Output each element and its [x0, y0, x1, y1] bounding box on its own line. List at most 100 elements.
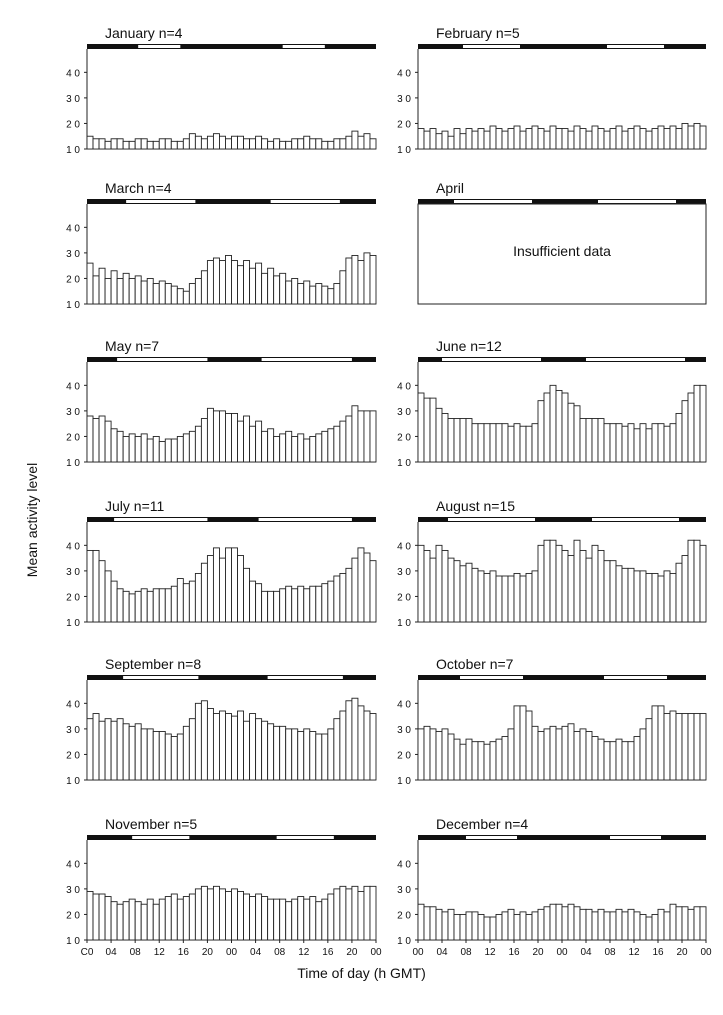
bar-august-33 [615, 565, 623, 623]
bar-march-42 [339, 270, 347, 305]
bar-november-39 [321, 898, 329, 941]
bar-august-4 [441, 549, 449, 623]
bar-august-47 [699, 544, 707, 623]
bar-november-30 [267, 898, 275, 941]
bar-may-7 [128, 433, 136, 463]
y-tick-label-november-10: 1 0 [66, 936, 80, 947]
bar-november-1 [92, 893, 100, 941]
bar-august-44 [681, 555, 689, 623]
bar-july-21 [212, 547, 220, 623]
bar-december-46 [693, 906, 701, 941]
bar-march-11 [152, 283, 160, 305]
bar-september-7 [128, 725, 136, 781]
bar-february-3 [435, 133, 443, 150]
bar-november-35 [297, 896, 305, 941]
bar-july-19 [200, 562, 208, 623]
light-period-july-2 [258, 518, 352, 521]
bar-december-28 [585, 908, 593, 941]
x-tick-label-november-2: 08 [130, 947, 142, 958]
bar-august-21 [543, 539, 551, 623]
bar-october-38 [645, 718, 653, 781]
bar-september-0 [86, 718, 94, 781]
bar-december-1 [423, 906, 431, 941]
bar-february-47 [699, 125, 707, 150]
bar-may-47 [369, 410, 377, 463]
bar-july-38 [315, 585, 323, 623]
bar-february-13 [495, 128, 503, 150]
bar-january-5 [116, 138, 124, 150]
bar-october-47 [699, 713, 707, 781]
x-tick-label-november-10: 16 [322, 947, 334, 958]
light-period-july-1 [114, 518, 208, 521]
bar-february-6 [453, 128, 461, 150]
bar-october-40 [657, 705, 665, 781]
bar-november-28 [255, 893, 263, 941]
bar-november-20 [206, 888, 214, 941]
photoperiod-bar-july [87, 517, 376, 522]
bar-september-5 [116, 718, 124, 781]
light-period-august-2 [592, 518, 679, 521]
photoperiod-bar-june [418, 357, 706, 362]
bar-october-35 [627, 741, 635, 781]
bar-january-31 [273, 138, 281, 150]
bar-march-44 [351, 254, 359, 305]
bar-may-40 [327, 428, 335, 463]
bar-march-12 [158, 280, 166, 305]
light-period-january-1 [138, 45, 181, 48]
bar-september-9 [140, 728, 148, 781]
bar-february-22 [549, 125, 557, 150]
bar-may-6 [122, 435, 130, 463]
bar-march-18 [194, 277, 202, 305]
bar-september-13 [164, 733, 172, 781]
bar-january-18 [194, 135, 202, 150]
bar-august-36 [633, 570, 641, 623]
bar-december-0 [417, 903, 425, 941]
y-tick-label-november-20: 2 0 [66, 910, 80, 921]
panel-title-march: March n=4 [105, 180, 172, 196]
bar-december-47 [699, 906, 707, 941]
x-tick-label-november-5: 20 [202, 947, 214, 958]
bar-september-16 [182, 725, 190, 781]
bar-january-33 [285, 140, 293, 150]
bar-may-25 [237, 420, 244, 463]
bar-march-47 [369, 254, 377, 305]
light-period-april-1 [454, 200, 532, 203]
bar-june-4 [441, 412, 449, 463]
bar-january-46 [363, 133, 371, 150]
bar-september-32 [279, 725, 287, 781]
bar-march-41 [333, 283, 341, 305]
bar-august-11 [483, 572, 491, 623]
bar-june-15 [507, 425, 515, 463]
bar-march-2 [98, 267, 106, 305]
bar-september-46 [363, 710, 371, 781]
bar-october-41 [663, 713, 671, 781]
bar-february-1 [423, 130, 431, 150]
bar-september-25 [237, 710, 244, 781]
bar-august-3 [435, 544, 443, 623]
bar-september-26 [243, 720, 251, 781]
bar-june-26 [573, 405, 581, 463]
y-tick-label-january-20: 2 0 [66, 119, 80, 130]
bar-june-13 [495, 423, 503, 463]
bar-september-31 [273, 725, 281, 781]
bar-december-12 [489, 916, 497, 941]
bar-november-22 [219, 888, 226, 941]
x-tick-label-december-2: 08 [460, 947, 472, 958]
bar-january-8 [134, 138, 142, 150]
bar-october-19 [531, 725, 539, 781]
bar-october-7 [459, 743, 467, 781]
bar-june-10 [477, 423, 485, 463]
bar-october-32 [609, 741, 617, 781]
bar-june-23 [555, 389, 563, 463]
bar-december-44 [681, 906, 689, 941]
bar-september-10 [146, 728, 154, 781]
bar-september-47 [369, 713, 377, 781]
light-period-january-2 [282, 45, 325, 48]
bar-october-4 [441, 728, 449, 781]
x-tick-label-november-8: 08 [274, 947, 286, 958]
bar-july-20 [206, 555, 214, 623]
bar-december-6 [453, 913, 461, 941]
bar-october-36 [633, 736, 641, 781]
bar-february-31 [603, 130, 611, 150]
